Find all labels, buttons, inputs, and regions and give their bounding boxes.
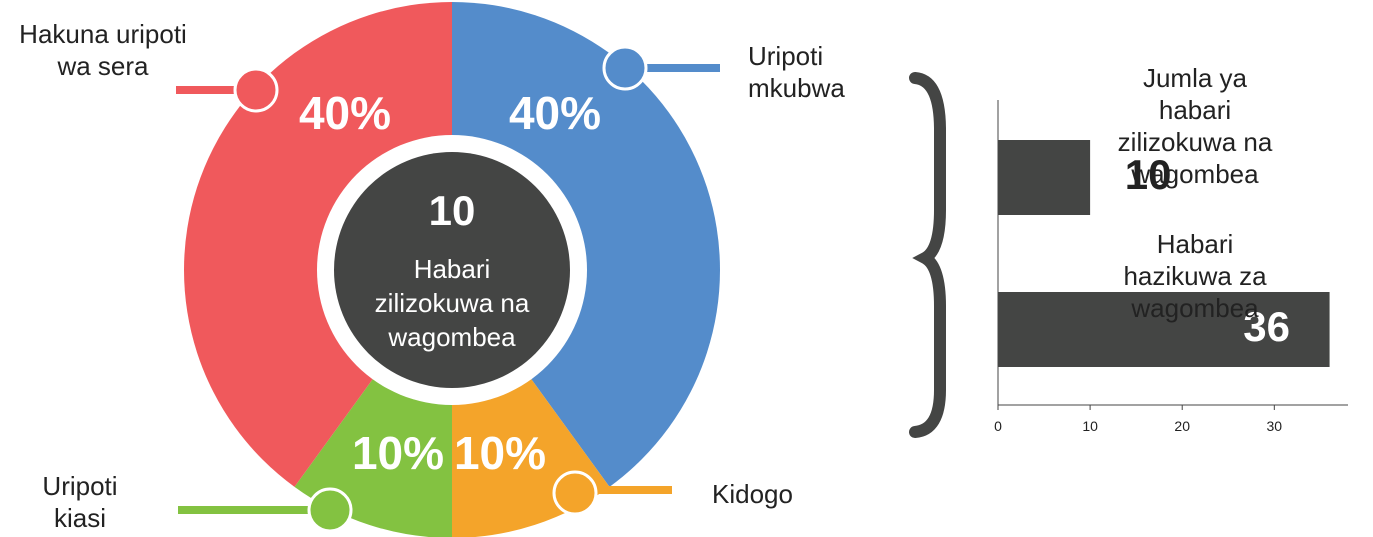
center-title: 10 bbox=[429, 187, 476, 234]
category-label: Habari hazikuwa za wagombea bbox=[1123, 229, 1267, 323]
data-label: 10 bbox=[1125, 151, 1172, 198]
data-label: 36 bbox=[1243, 303, 1290, 350]
bar bbox=[998, 292, 1330, 367]
x-tick-label: 0 bbox=[994, 418, 1002, 434]
value-label: 10% bbox=[352, 427, 444, 479]
x-tick-label: 10 bbox=[1082, 418, 1098, 434]
x-tick-label: 20 bbox=[1174, 418, 1190, 434]
donut-segment bbox=[184, 2, 452, 487]
connector-dot bbox=[233, 67, 279, 113]
connector-dot bbox=[552, 470, 598, 516]
value-label: 40% bbox=[299, 87, 391, 139]
legend-label: Kidogo bbox=[712, 479, 793, 509]
connector-dot bbox=[307, 487, 353, 533]
category-label: Jumla ya habari zilizokuwa na wagombea bbox=[1117, 63, 1273, 189]
legend-label: Uripoti kiasi bbox=[42, 471, 118, 533]
brace bbox=[909, 72, 946, 438]
value-label: 10% bbox=[454, 427, 546, 479]
donut-segment bbox=[452, 2, 720, 487]
legend-label: Uripoti mkubwa bbox=[748, 41, 845, 103]
x-tick-label: 30 bbox=[1267, 418, 1283, 434]
value-label: 40% bbox=[509, 87, 601, 139]
center-subtitle: Habari zilizokuwa na wagombea bbox=[374, 254, 530, 352]
center-disc bbox=[334, 152, 570, 388]
bar bbox=[998, 140, 1091, 215]
legend-label: Hakuna uripoti wa sera bbox=[19, 19, 187, 81]
connector-dot bbox=[602, 45, 648, 91]
